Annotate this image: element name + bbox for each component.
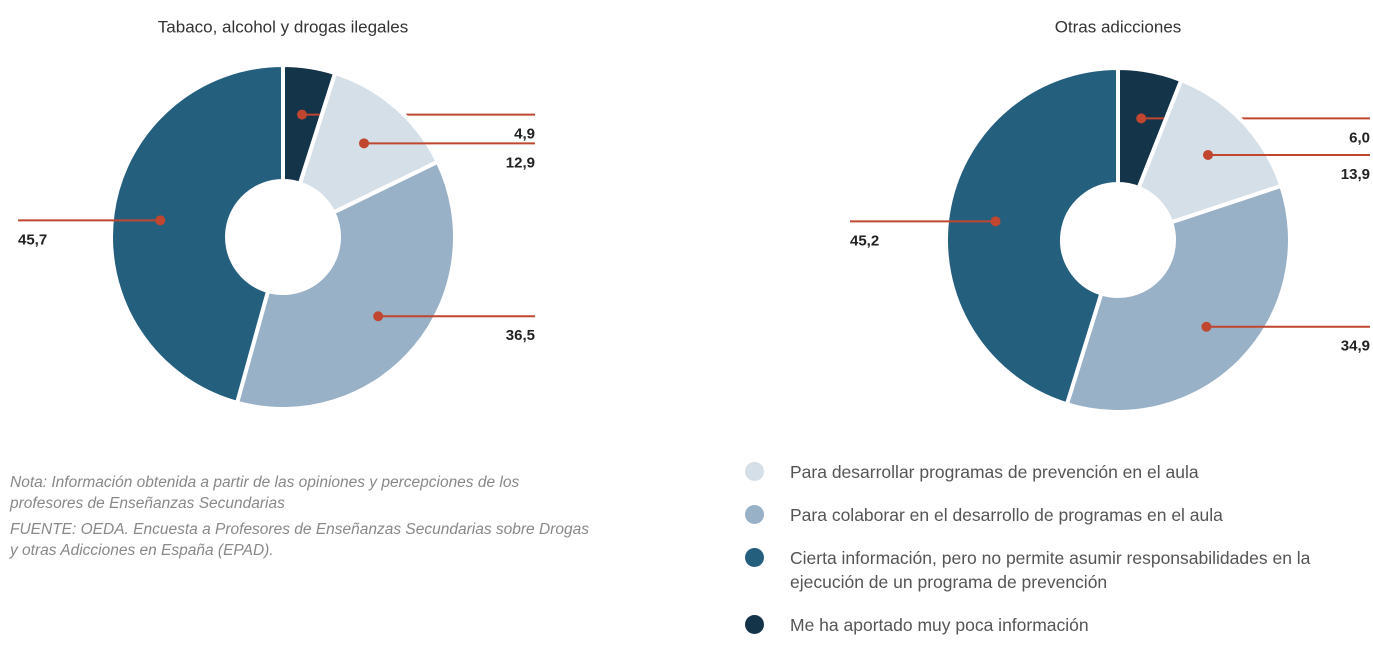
charts: Tabaco, alcohol y drogas ilegales 4,9 12,9… xyxy=(18,17,1370,414)
slice xyxy=(234,159,457,411)
value-label: 13,9 xyxy=(1341,166,1370,183)
slice xyxy=(944,65,1120,407)
chart-title: Tabaco, alcohol y drogas ilegales xyxy=(158,17,408,36)
value-label: 34,9 xyxy=(1341,338,1370,355)
leader-dot xyxy=(1203,149,1214,160)
source: FUENTE: OEDA. Encuesta a Profesores de E… xyxy=(10,521,589,559)
value-label: 45,7 xyxy=(18,231,47,248)
legend-label: Cierta información, pero no permite asum… xyxy=(790,548,1311,592)
notes: Nota: Información obtenida a partir de l… xyxy=(10,472,590,566)
leader-dot xyxy=(359,138,370,149)
legend-item: Para colaborar en el desarrollo de progr… xyxy=(745,503,1365,527)
value-label: 36,5 xyxy=(506,327,535,344)
value-label: 4,9 xyxy=(514,126,535,143)
legend: Para desarrollar programas de prevención… xyxy=(745,460,1365,656)
leader-dot xyxy=(1201,321,1212,332)
legend-item: Cierta información, pero no permite asum… xyxy=(745,546,1365,594)
slice xyxy=(1064,183,1292,414)
legend-label: Para colaborar en el desarrollo de progr… xyxy=(790,505,1223,525)
value-label: 45,2 xyxy=(850,232,879,249)
legend-item: Para desarrollar programas de prevención… xyxy=(745,460,1365,484)
legend-swatch xyxy=(745,548,764,567)
legend-swatch xyxy=(745,462,764,481)
legend-label: Me ha aportado muy poca información xyxy=(790,615,1089,635)
legend-label: Para desarrollar programas de prevención… xyxy=(790,462,1199,482)
page: Tabaco, alcohol y drogas ilegales 4,9 12,9… xyxy=(10,17,1370,635)
value-label: 12,9 xyxy=(506,154,535,171)
leader-dot xyxy=(990,216,1001,227)
note: Nota: Información obtenida a partir de l… xyxy=(10,474,520,512)
leader-dot xyxy=(1136,113,1147,124)
legend-item: Me ha aportado muy poca información xyxy=(745,613,1365,637)
legend-swatch xyxy=(745,505,764,524)
legend-swatch xyxy=(745,615,764,634)
slice xyxy=(109,62,285,406)
leader-dot xyxy=(296,109,307,120)
leader-dot xyxy=(373,311,384,322)
leader-dot xyxy=(155,215,166,226)
value-label: 6,0 xyxy=(1349,129,1370,146)
chart-title: Otras adicciones xyxy=(1055,17,1182,36)
